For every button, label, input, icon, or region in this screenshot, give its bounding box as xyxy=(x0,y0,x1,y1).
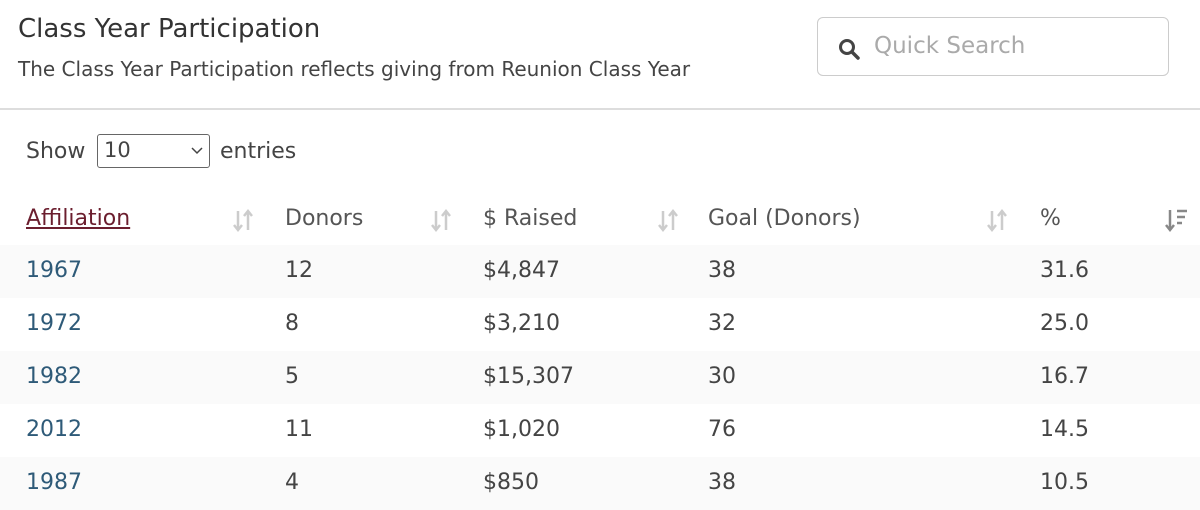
table-cell: 38 xyxy=(708,470,736,495)
table-row: 1972 8 $3,210 32 25.0 xyxy=(0,298,1200,351)
column-header[interactable]: Donors xyxy=(285,206,364,231)
table-cell: $4,847 xyxy=(483,258,560,283)
length-select[interactable]: 10 xyxy=(97,134,210,168)
affiliation-link[interactable]: 1987 xyxy=(26,470,82,495)
subtitle: The Class Year Participation reflects gi… xyxy=(18,57,691,81)
table-cell: 30 xyxy=(708,364,736,389)
table-cell: $3,210 xyxy=(483,311,560,336)
divider xyxy=(0,108,1200,110)
table-cell: $1,020 xyxy=(483,417,560,442)
table-cell: 38 xyxy=(708,258,736,283)
table-cell: 16.7 xyxy=(1040,364,1089,389)
table-cell: 76 xyxy=(708,417,736,442)
search-box[interactable]: Quick Search xyxy=(817,17,1169,76)
affiliation-link[interactable]: 1967 xyxy=(26,258,82,283)
column-header[interactable]: Goal (Donors) xyxy=(708,206,861,231)
table-cell: 32 xyxy=(708,311,736,336)
entries-label: entries xyxy=(220,139,297,164)
column-header[interactable]: % xyxy=(1040,206,1061,231)
sort-icon[interactable] xyxy=(1165,208,1189,234)
affiliation-link[interactable]: 2012 xyxy=(26,417,82,442)
affiliation-link[interactable]: 1972 xyxy=(26,311,82,336)
table-cell: 25.0 xyxy=(1040,311,1089,336)
sort-icon[interactable] xyxy=(657,208,681,234)
column-header[interactable]: Affiliation xyxy=(26,206,131,231)
table-cell: $850 xyxy=(483,470,539,495)
table-cell: 31.6 xyxy=(1040,258,1089,283)
select-value: 10 xyxy=(104,138,131,162)
affiliation-link[interactable]: 1982 xyxy=(26,364,82,389)
table-cell: 12 xyxy=(285,258,313,283)
table-cell: 10.5 xyxy=(1040,470,1089,495)
table-row: 1967 12 $4,847 38 31.6 xyxy=(0,245,1200,298)
search-placeholder: Quick Search xyxy=(874,33,1026,59)
column-header[interactable]: $ Raised xyxy=(483,206,578,231)
table-cell: 5 xyxy=(285,364,299,389)
table-cell: 14.5 xyxy=(1040,417,1089,442)
sort-icon[interactable] xyxy=(232,208,256,234)
chevron xyxy=(191,147,203,155)
sort-icon[interactable] xyxy=(430,208,454,234)
search-icon xyxy=(839,39,860,60)
table-cell: 11 xyxy=(285,417,313,442)
table-cell: 4 xyxy=(285,470,299,495)
title: Class Year Participation xyxy=(18,14,321,44)
show-label: Show xyxy=(26,139,86,164)
table-row: 1982 5 $15,307 30 16.7 xyxy=(0,351,1200,404)
table-row: 2012 11 $1,020 76 14.5 xyxy=(0,404,1200,457)
table-cell: $15,307 xyxy=(483,364,574,389)
sort-icon[interactable] xyxy=(986,208,1010,234)
table-cell: 8 xyxy=(285,311,299,336)
table-row: 1987 4 $850 38 10.5 xyxy=(0,457,1200,510)
